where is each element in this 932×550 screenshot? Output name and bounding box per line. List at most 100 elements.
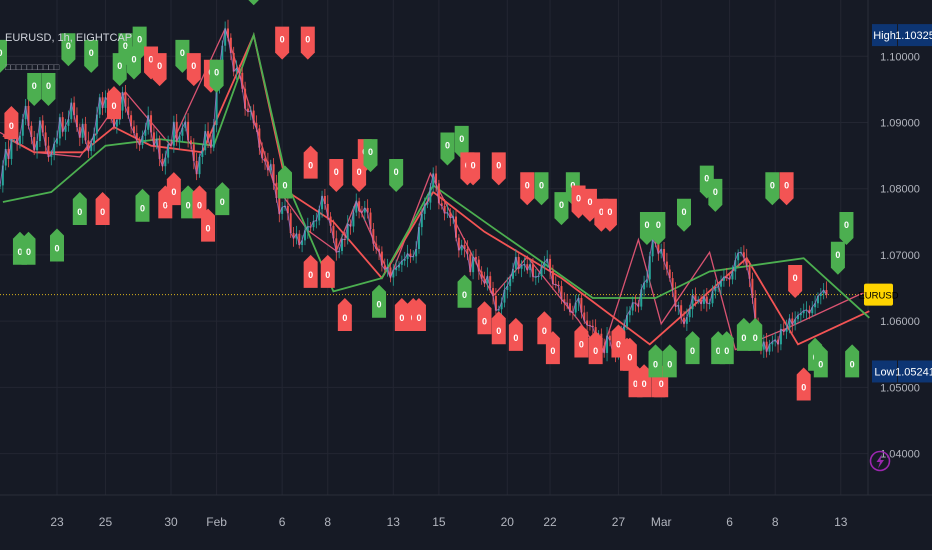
signal-label-red[interactable]: 0: [571, 185, 586, 219]
signal-label-green[interactable]: 0: [21, 231, 36, 265]
signal-label-red[interactable]: 0: [796, 367, 811, 401]
signal-label-red[interactable]: 0: [411, 297, 426, 331]
signal-label-green[interactable]: 0: [181, 185, 196, 219]
candle-body: [480, 271, 483, 279]
signal-label-green[interactable]: 0: [215, 182, 230, 216]
signal-label-red[interactable]: 0: [588, 331, 603, 365]
signal-label-green[interactable]: 0: [175, 39, 190, 73]
signal-label-red[interactable]: 0: [477, 301, 492, 335]
signal-label-green[interactable]: 0: [389, 159, 404, 193]
signal-label-red[interactable]: 0: [303, 145, 318, 179]
signal-label-red[interactable]: 0: [394, 297, 409, 331]
signal-label-red[interactable]: 0: [186, 53, 201, 87]
signal-label-green[interactable]: 0: [639, 212, 654, 245]
signal-label-red[interactable]: 0: [166, 172, 181, 206]
x-tick-label: 13: [834, 515, 848, 529]
candle-body: [301, 240, 304, 245]
signal-label-green[interactable]: 0: [708, 178, 723, 212]
signal-label-green[interactable]: 0: [209, 59, 224, 93]
candle-body: [335, 238, 338, 253]
signal-label-green[interactable]: 0: [278, 165, 292, 199]
signal-label-green[interactable]: 0: [765, 172, 780, 206]
signal-label-green[interactable]: 0: [748, 317, 763, 351]
signal-label-green[interactable]: 0: [813, 344, 828, 378]
signal-label-red[interactable]: 0: [520, 172, 535, 206]
signal-text: 0: [17, 247, 22, 257]
signal-label-red[interactable]: 0: [622, 337, 637, 371]
signal-label-red[interactable]: 0: [574, 324, 589, 358]
signal-label-red[interactable]: 0: [275, 26, 290, 60]
candle-body: [694, 295, 697, 301]
candle-body: [440, 203, 443, 206]
signal-label-red[interactable]: 0: [95, 192, 110, 226]
signal-label-red[interactable]: 0: [320, 254, 335, 288]
signal-label-green[interactable]: 0: [685, 331, 700, 365]
signal-label-red[interactable]: 0: [491, 311, 506, 345]
signal-label-green[interactable]: 0: [662, 344, 677, 378]
signal-label-green[interactable]: 0: [372, 284, 387, 318]
signal-label-green[interactable]: 0: [457, 274, 472, 308]
candle-body: [130, 115, 133, 127]
signal-label-green[interactable]: 0: [651, 212, 666, 245]
signal-label-green[interactable]: 0: [830, 241, 845, 275]
signal-label-green[interactable]: 0: [132, 26, 147, 60]
signal-label-red[interactable]: 0: [201, 208, 216, 242]
signal-label-red[interactable]: 0: [300, 26, 315, 60]
signal-label-green[interactable]: 0: [27, 72, 42, 106]
signal-label-red[interactable]: 0: [602, 198, 617, 232]
signal-text: 0: [716, 346, 721, 356]
signal-label-green[interactable]: 0: [0, 39, 7, 73]
lightning-icon[interactable]: [869, 450, 891, 472]
signal-label-green[interactable]: 0: [41, 72, 56, 106]
signal-label-red[interactable]: 0: [537, 311, 552, 345]
signal-label-red[interactable]: 0: [788, 264, 803, 298]
y-axis[interactable]: 1.04000 1.05000 1.06000 1.07000 1.08000 1.090…: [880, 51, 920, 460]
signal-label-red[interactable]: 0: [637, 364, 652, 398]
signal-label-red[interactable]: 0: [545, 331, 560, 365]
signal-label-green[interactable]: 0: [719, 331, 734, 365]
signal-text: 0: [342, 313, 347, 323]
signal-label-green[interactable]: 0: [648, 344, 663, 378]
signal-label-green[interactable]: 0: [363, 139, 378, 173]
signal-label-red[interactable]: 0: [582, 188, 597, 222]
signal-label-green[interactable]: 0: [845, 344, 860, 378]
signal-label-green[interactable]: 0: [677, 198, 691, 232]
signal-label-red[interactable]: 0: [508, 317, 523, 351]
signal-label-red[interactable]: 0: [329, 159, 344, 193]
signal-label-red[interactable]: 0: [337, 297, 352, 331]
signal-label-green[interactable]: 0: [135, 188, 150, 222]
signal-label-green[interactable]: 0: [50, 228, 64, 262]
signal-label-red[interactable]: 0: [779, 172, 794, 206]
signal-label-green[interactable]: 0: [440, 132, 455, 166]
signal-label-red[interactable]: 0: [303, 254, 318, 288]
signal-label-green[interactable]: 0: [736, 317, 751, 351]
candle-body: [483, 278, 486, 284]
x-axis[interactable]: 23 25 30 Feb 6 8 13 15 20 22 27 Mar 6 8 13: [50, 515, 847, 529]
candle-body: [44, 132, 47, 146]
candle-body: [546, 258, 549, 263]
signal-label-green[interactable]: 0: [839, 212, 854, 245]
signal-label-green[interactable]: 0: [247, 0, 261, 6]
signal-label-red[interactable]: 0: [192, 185, 207, 219]
signal-label-green[interactable]: 0: [554, 192, 569, 226]
candle-body: [417, 227, 420, 249]
signal-label-red[interactable]: 0: [4, 105, 19, 139]
signal-label-red[interactable]: 0: [491, 152, 506, 186]
signal-label-red[interactable]: 0: [152, 53, 167, 87]
signal-label-green[interactable]: 0: [454, 125, 469, 159]
candle-body: [708, 303, 711, 305]
signal-label-green[interactable]: 0: [72, 192, 87, 226]
signal-label-green[interactable]: 0: [84, 39, 99, 73]
signal-text: 0: [681, 207, 686, 217]
signal-text: 0: [482, 316, 487, 326]
candle-body: [232, 52, 235, 72]
candle-body: [549, 258, 552, 271]
signal-text: 0: [587, 197, 592, 207]
signal-label-green[interactable]: 0: [534, 172, 549, 206]
candle-body: [486, 276, 489, 284]
signal-text: 0: [357, 167, 362, 177]
signal-label-red[interactable]: 0: [107, 86, 121, 120]
signal-label-red[interactable]: 0: [466, 152, 481, 186]
signal-label-green[interactable]: 0: [61, 33, 76, 67]
